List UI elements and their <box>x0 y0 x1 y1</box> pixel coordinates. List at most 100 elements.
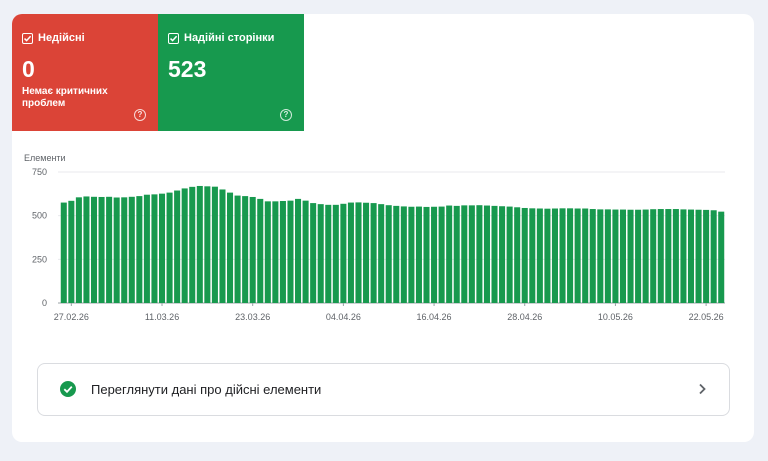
chart-bar <box>582 208 589 303</box>
chart-bar <box>68 200 75 303</box>
chart-bar <box>544 208 551 303</box>
chart-bar <box>589 209 596 303</box>
chart-bar <box>423 206 430 303</box>
chart-bar <box>710 210 717 303</box>
chart-bar <box>680 209 687 303</box>
chart-bar <box>181 188 188 303</box>
checkbox-checked-icon[interactable] <box>168 32 179 44</box>
valid-tile[interactable]: Надійні сторінки 523 ? <box>158 14 304 131</box>
bar-chart: Елементи 0 250 500 750 27.02.26 11.03.26 23.03.… <box>24 153 725 322</box>
chart-bar <box>604 209 611 303</box>
chart-bar <box>227 192 234 303</box>
chart-bar <box>302 200 309 303</box>
chart-bar <box>151 194 158 303</box>
chart-bar <box>619 209 627 303</box>
chevron-right-icon <box>697 382 707 401</box>
valid-tile-label: Надійні сторінки <box>184 32 275 44</box>
chart-bar <box>211 186 218 303</box>
chart-bar <box>514 207 521 303</box>
chart-bar <box>279 200 286 303</box>
valid-count: 523 <box>168 56 207 82</box>
x-tick-label: 27.02.26 <box>54 312 89 322</box>
help-icon[interactable]: ? <box>280 109 292 121</box>
chart-bar <box>378 204 385 303</box>
x-tick-label: 04.04.26 <box>326 312 361 322</box>
chart-bar <box>529 208 536 303</box>
x-tick-label: 16.04.26 <box>417 312 452 322</box>
chart-bar <box>128 196 135 303</box>
invalid-tile-label: Недійсні <box>38 32 85 44</box>
chart-bar <box>143 194 150 303</box>
chart-bar <box>695 209 702 303</box>
report-card: Недійсні 0 Немає критичних проблем ? Над… <box>12 14 754 442</box>
y-tick-label: 500 <box>32 211 47 221</box>
chart-bar <box>521 207 528 303</box>
chart-bar <box>506 206 513 303</box>
chart-bar <box>627 209 634 303</box>
chart-bar <box>204 186 211 303</box>
chart-bar <box>272 201 279 303</box>
chart-bar <box>189 186 196 303</box>
chart-bar <box>257 198 264 303</box>
chart-bar <box>400 206 407 303</box>
chart-bar <box>317 204 324 303</box>
chart-bar <box>703 209 710 303</box>
chart-bar <box>657 209 664 303</box>
chart-bar <box>672 209 679 303</box>
chart-bar <box>113 197 120 303</box>
chart-bar <box>83 196 90 303</box>
chart-bar <box>635 209 642 303</box>
chart-bar <box>98 196 105 303</box>
y-tick-label: 0 <box>42 298 47 308</box>
x-tick-label: 10.05.26 <box>598 312 633 322</box>
chart-bar <box>136 196 143 303</box>
chart-bar <box>347 202 354 303</box>
view-valid-items-button[interactable]: Переглянути дані про дійсні елементи <box>37 363 730 416</box>
invalid-tile[interactable]: Недійсні 0 Немає критичних проблем ? <box>12 14 158 131</box>
chart-bar <box>612 209 619 303</box>
chart-bar <box>665 209 672 303</box>
chart-bar <box>551 208 558 303</box>
chart-bar <box>453 205 460 303</box>
chart-bar <box>158 193 166 303</box>
chart-bar <box>687 209 695 303</box>
chart-bar <box>166 192 173 303</box>
chart-bar <box>559 208 566 303</box>
chart-bar <box>121 197 128 303</box>
chart-bar <box>355 202 362 303</box>
chart-bar <box>249 196 256 303</box>
chart-bar <box>370 203 377 303</box>
help-icon[interactable]: ? <box>134 109 146 121</box>
chart-bar <box>196 185 203 303</box>
valid-tile-header: Надійні сторінки <box>168 32 274 44</box>
x-tick-label: 28.04.26 <box>507 312 542 322</box>
chart-bar <box>468 205 475 303</box>
chart-bar <box>536 208 543 303</box>
chart-bar <box>385 205 392 303</box>
chart-bar <box>408 206 415 303</box>
chart-bar <box>597 209 604 303</box>
chart-bar <box>287 200 294 303</box>
chart-bar <box>234 195 241 303</box>
chart-bar <box>499 206 506 303</box>
chart-bar <box>483 205 490 303</box>
x-tick-label: 22.05.26 <box>689 312 724 322</box>
chart-bar <box>446 205 453 303</box>
chart-bar <box>363 202 370 303</box>
chart-bar <box>650 209 657 303</box>
chart-bar <box>393 205 400 303</box>
chart-bar <box>476 205 483 303</box>
chart-bar <box>461 205 468 303</box>
chart-bar <box>174 190 181 303</box>
chart-bar <box>60 202 67 303</box>
chart-bar <box>295 198 302 303</box>
chart-bar <box>90 196 98 303</box>
chart-bar <box>718 211 725 303</box>
check-circle-icon <box>60 381 76 402</box>
invalid-subtitle: Немає критичних проблем <box>22 86 108 109</box>
chart-bar <box>415 206 422 303</box>
chart-bar <box>325 204 332 303</box>
y-tick-label: 250 <box>32 254 47 264</box>
checkbox-checked-icon[interactable] <box>22 32 33 44</box>
chart-bar <box>642 209 649 303</box>
